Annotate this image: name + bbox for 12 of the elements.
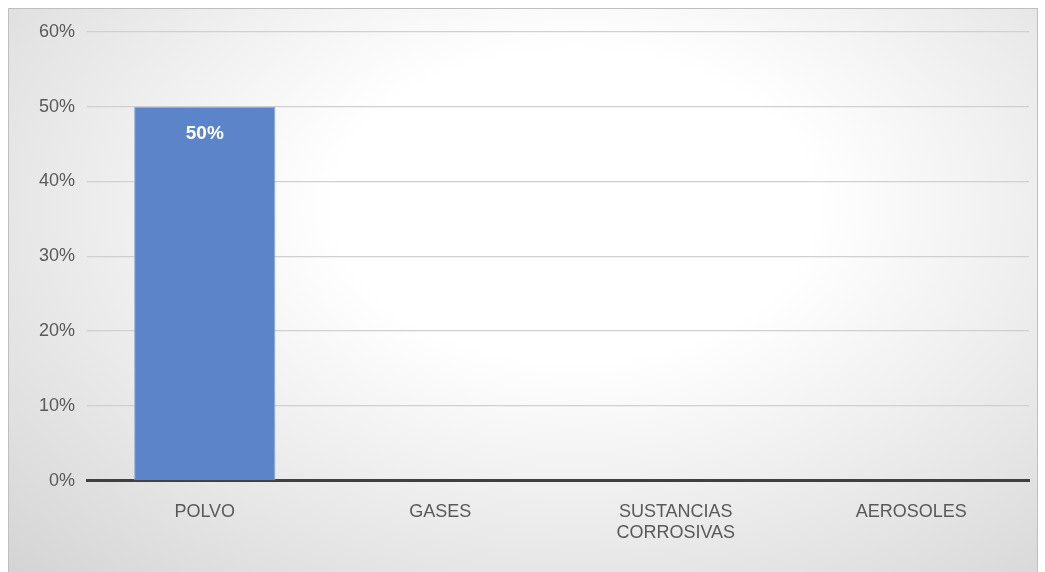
data-label: 50%: [185, 122, 224, 144]
y-tick-label: 40%: [39, 170, 76, 191]
y-tick-label: 10%: [39, 394, 76, 415]
x-tick-label: SUSTANCIAS CORROSIVAS: [616, 500, 736, 543]
y-tick-label: 20%: [39, 320, 76, 341]
y-tick-label: 50%: [39, 95, 76, 116]
x-tick-label: AEROSOLES: [855, 500, 967, 521]
y-tick-label: 60%: [39, 20, 76, 41]
x-tick-label: POLVO: [174, 500, 236, 521]
x-tick-label: GASES: [409, 500, 472, 521]
y-tick-label: 0%: [49, 469, 76, 490]
y-tick-label: 30%: [39, 245, 76, 266]
